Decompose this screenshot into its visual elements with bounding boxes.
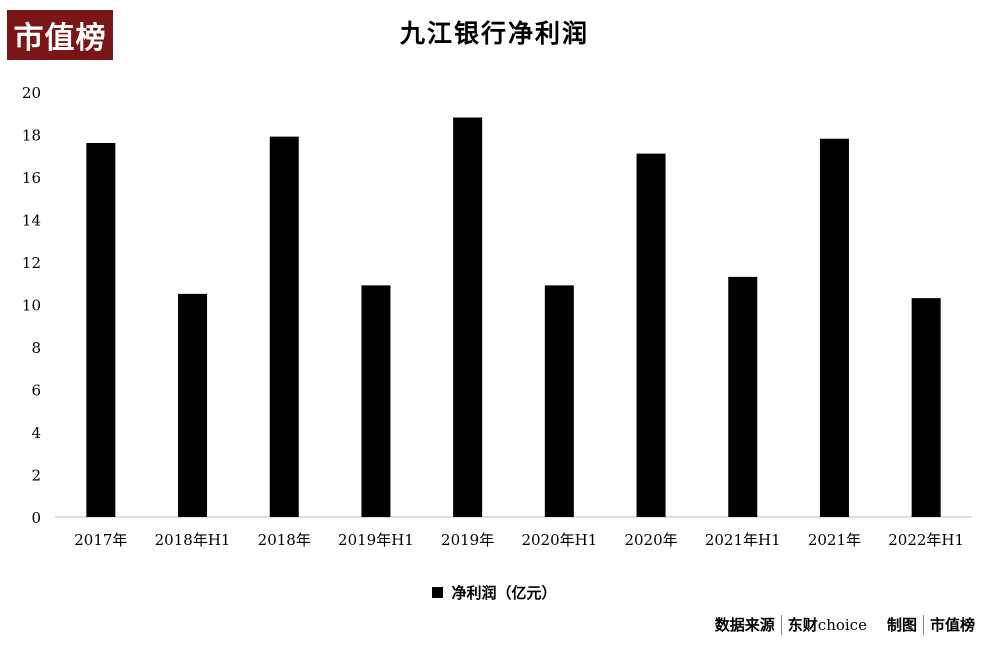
bar <box>728 276 758 517</box>
brand-logo: 市值榜 <box>7 10 113 60</box>
bar <box>361 285 391 517</box>
legend: 净利润（亿元） <box>0 582 989 603</box>
y-tick-label: 20 <box>22 84 41 102</box>
x-tick-label: 2020年 <box>624 531 677 549</box>
x-tick-label: 2019年H1 <box>338 531 414 549</box>
x-tick-label: 2018年 <box>258 531 311 549</box>
y-tick-label: 6 <box>31 382 41 400</box>
bar <box>544 285 574 517</box>
bar <box>86 143 116 517</box>
x-tick-label: 2022年H1 <box>888 531 964 549</box>
y-tick-label: 18 <box>22 127 41 145</box>
y-tick-label: 0 <box>31 509 41 527</box>
separator <box>780 614 782 635</box>
bar <box>819 138 849 517</box>
x-tick-label: 2017年 <box>74 531 127 549</box>
credit-value: 市值榜 <box>929 616 975 634</box>
x-tick-label: 2018年H1 <box>155 531 231 549</box>
source-value: 东财choice <box>787 616 867 634</box>
y-tick-label: 4 <box>31 424 41 442</box>
y-tick-label: 8 <box>31 339 41 357</box>
credit-label: 制图 <box>886 616 917 634</box>
chart-title: 九江银行净利润 <box>399 19 589 48</box>
y-tick-label: 14 <box>22 212 41 230</box>
legend-swatch <box>432 587 444 598</box>
x-tick-label: 2021年 <box>808 531 861 549</box>
y-tick-label: 12 <box>22 254 41 272</box>
bar <box>911 298 941 517</box>
bar <box>636 153 666 517</box>
y-tick-label: 2 <box>31 467 41 485</box>
y-tick-label: 10 <box>22 297 41 315</box>
legend-label: 净利润（亿元） <box>451 584 557 602</box>
bar <box>453 117 483 517</box>
x-tick-label: 2019年 <box>441 531 494 549</box>
x-tick-label: 2021年H1 <box>705 531 781 549</box>
separator <box>922 614 924 635</box>
x-tick-label: 2020年H1 <box>521 531 597 549</box>
source-footer: 数据来源 东财choice 制图 市值榜 <box>715 614 975 635</box>
y-tick-label: 16 <box>22 169 41 187</box>
source-label: 数据来源 <box>714 616 775 634</box>
bar <box>269 136 299 517</box>
bar <box>178 293 208 517</box>
